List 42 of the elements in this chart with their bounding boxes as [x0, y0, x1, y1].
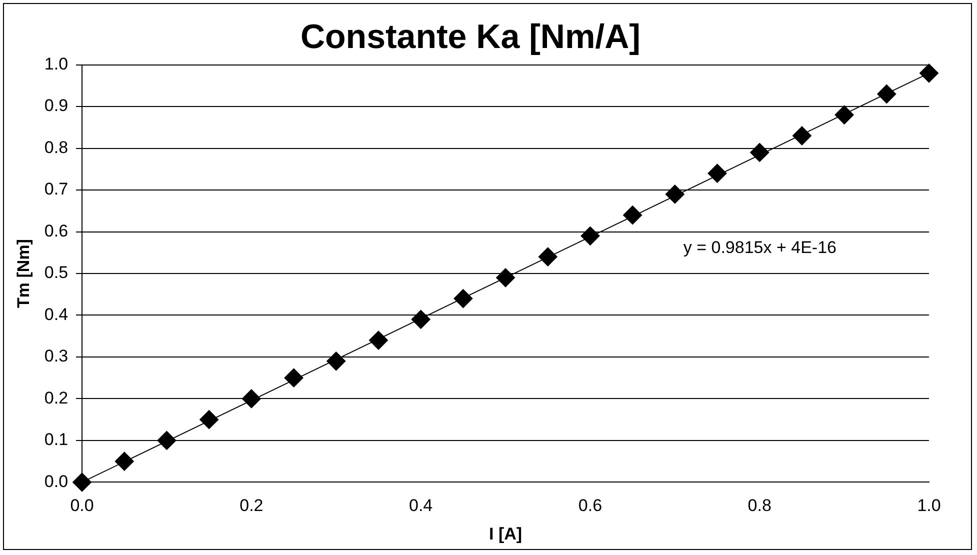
point [200, 410, 219, 430]
point [368, 330, 388, 350]
point [877, 84, 896, 104]
point [496, 268, 516, 288]
x-tick-label: 0.0 [70, 496, 94, 516]
x-axis-title: I [A] [488, 524, 522, 544]
y-tick-label: 0.2 [44, 388, 68, 408]
y-tick-label: 0.3 [44, 346, 68, 366]
point [72, 472, 92, 492]
point [580, 226, 600, 246]
point [284, 368, 304, 388]
x-tick-label: 1.0 [917, 496, 941, 516]
point [326, 352, 346, 371]
y-tick-label: 0.0 [44, 472, 68, 491]
chart-title: Constante Ka [Nm/A] [300, 18, 641, 56]
y-tick-label: 0.5 [44, 263, 68, 282]
y-tick-label: 0.1 [44, 430, 68, 450]
y-axis-title: Tm [Nm] [14, 239, 33, 308]
point [454, 289, 473, 308]
point [114, 452, 134, 471]
point [834, 105, 854, 124]
point [157, 430, 176, 450]
point [920, 64, 938, 83]
point [665, 184, 684, 204]
point [750, 142, 770, 162]
x-tick-label: 0.6 [578, 496, 602, 516]
x-tick-label: 0.8 [748, 496, 772, 516]
y-tick-label: 0.8 [44, 138, 68, 157]
point [242, 389, 261, 408]
point [538, 247, 558, 266]
y-tick-label: 0.6 [44, 221, 68, 240]
point [708, 164, 727, 183]
annotation: y = 0.9815x + 4E-16 [683, 238, 836, 258]
y-tick-label: 0.7 [44, 180, 68, 199]
x-tick-label: 0.2 [240, 496, 264, 516]
y-tick-label: 1.0 [44, 54, 68, 74]
point [411, 310, 430, 329]
x-tick-label: 0.4 [409, 496, 433, 516]
y-tick-label: 0.9 [44, 96, 68, 116]
point [623, 206, 642, 225]
point [792, 126, 812, 146]
y-tick-label: 0.4 [44, 304, 68, 324]
